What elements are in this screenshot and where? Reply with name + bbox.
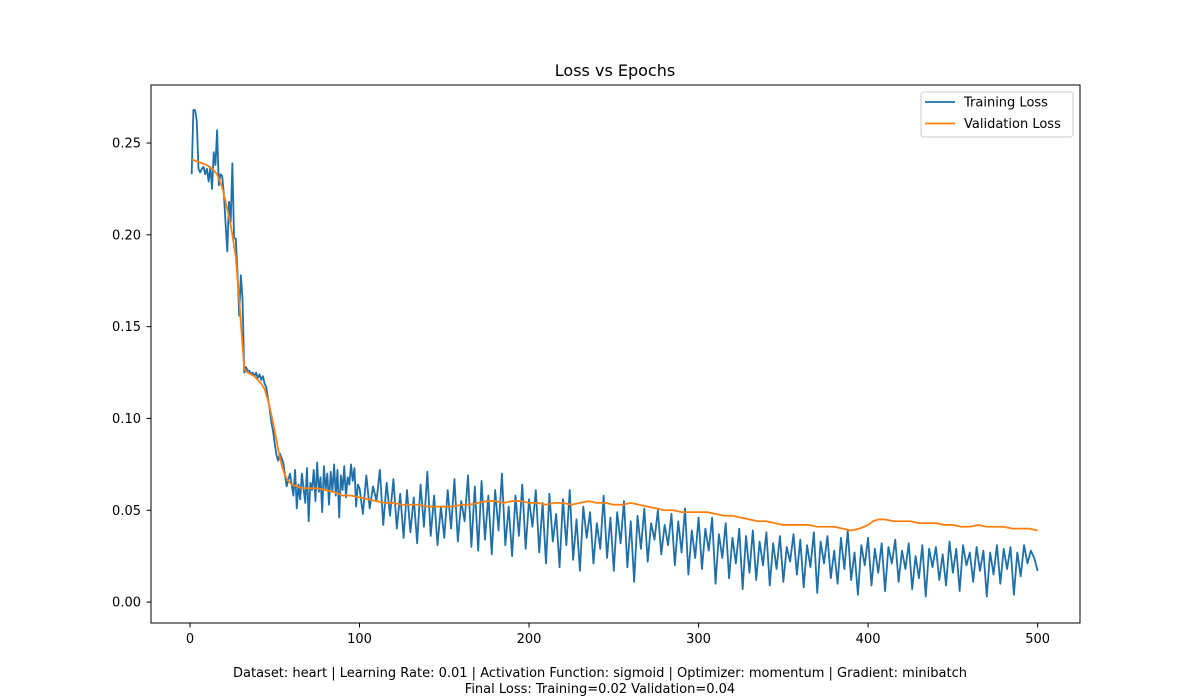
x-tick-label: 100 [347,632,372,647]
axes: 0 100 200 300 400 500 0.00 0.05 0.10 0.15 0.20 0.25 [112,84,1081,647]
y-tick-label: 0.20 [112,228,141,243]
x-tick-label: 400 [856,632,881,647]
x-tick-label: 300 [686,632,711,647]
y-tick-label: 0.00 [112,596,141,611]
y-tick-label: 0.10 [112,412,141,427]
footer-final-loss-text: Final Loss: Training=0.02 Validation=0.0… [464,682,736,697]
series-line-validation-loss [191,158,1038,532]
x-tick-label: 200 [517,632,542,647]
legend-box [920,91,1074,138]
chart-title: Loss vs Epochs [555,61,675,80]
plot-area [190,109,1039,598]
x-tick-label: 0 [186,632,194,647]
legend-label: Validation Loss [964,117,1061,132]
x-tick-label: 500 [1025,632,1050,647]
plot-frame [150,84,1081,624]
series-line-training-loss [190,109,1039,598]
y-tick-label: 0.05 [112,504,141,519]
footer-config-text: Dataset: heart | Learning Rate: 0.01 | A… [233,666,967,681]
y-tick-label: 0.15 [112,320,141,335]
y-tick-label: 0.25 [112,137,141,152]
legend: Training Loss Validation Loss [920,91,1074,138]
legend-label: Training Loss [963,96,1048,111]
